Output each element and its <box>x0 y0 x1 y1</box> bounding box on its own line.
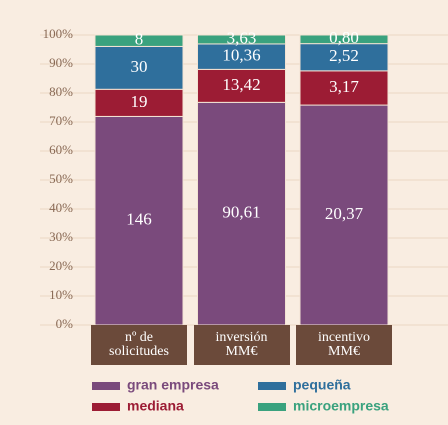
legend-label: mediana <box>127 398 184 414</box>
y-tick-label: 10% <box>49 287 73 302</box>
legend-swatch <box>258 403 286 411</box>
legend-swatch <box>258 382 286 390</box>
bar-segment <box>299 43 389 72</box>
data-label: 10,36 <box>222 46 260 65</box>
legend-label: gran empresa <box>127 377 219 393</box>
bar-segment <box>197 34 286 45</box>
bar-segment <box>299 34 389 45</box>
data-label: 3,17 <box>329 77 359 96</box>
bar-segment <box>197 43 286 70</box>
data-label: 30 <box>131 57 148 76</box>
bar-segment <box>94 34 184 47</box>
x-tick-label: inversión MM€ <box>193 325 290 365</box>
bar-segment <box>94 88 184 117</box>
y-tick-label: 20% <box>49 258 73 273</box>
y-tick-label: 50% <box>49 171 73 186</box>
legend-swatch <box>92 382 120 390</box>
y-tick-label: 0% <box>56 316 74 331</box>
bar-segment <box>197 101 286 326</box>
y-tick-label: 80% <box>49 84 73 99</box>
data-label: 146 <box>126 210 152 229</box>
data-label: 13,42 <box>222 75 260 94</box>
x-tick-label: nº de solicitudes <box>91 325 187 365</box>
bar-segment <box>299 70 389 106</box>
bar-segment <box>197 68 286 103</box>
y-tick-label: 70% <box>49 113 73 128</box>
data-label: 8 <box>135 30 144 49</box>
y-tick-label: 90% <box>49 55 73 70</box>
data-label: 2,52 <box>329 46 359 65</box>
data-label: 0,80 <box>329 28 359 47</box>
legend-swatch <box>92 403 120 411</box>
legend-label: pequeña <box>293 377 351 393</box>
y-tick-label: 30% <box>49 229 73 244</box>
x-tick-label: incentivo MM€ <box>296 325 392 365</box>
data-label: 19 <box>131 92 148 111</box>
data-label: 3,63 <box>227 28 257 47</box>
y-tick-label: 60% <box>49 142 73 157</box>
y-tick-label: 100% <box>43 26 74 41</box>
data-label: 90,61 <box>222 203 260 222</box>
data-label: 20,37 <box>325 204 364 223</box>
bar-segment <box>94 115 184 326</box>
y-tick-label: 40% <box>49 200 73 215</box>
legend-label: microempresa <box>293 398 389 414</box>
